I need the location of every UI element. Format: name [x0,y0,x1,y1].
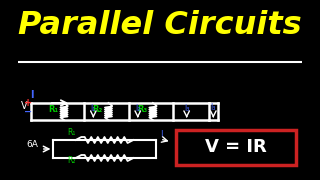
Text: R₂: R₂ [67,156,76,165]
Text: −: − [24,107,32,116]
Text: I₁: I₁ [91,104,96,113]
Text: R₁: R₁ [48,105,59,114]
Text: I₃: I₃ [211,102,216,111]
Text: 6A: 6A [27,140,39,149]
Text: I: I [160,130,163,139]
Text: R₃: R₃ [137,105,147,114]
Text: I₃: I₃ [184,104,189,113]
Text: V: V [21,100,28,111]
Text: +: + [24,98,32,107]
Text: R₂: R₂ [93,105,103,114]
Text: Parallel Circuits: Parallel Circuits [18,10,302,40]
Text: I₂: I₂ [135,104,140,113]
Text: I: I [30,90,34,100]
Text: R₁: R₁ [67,128,75,137]
Text: V = IR: V = IR [205,138,267,156]
Bar [176,130,296,165]
